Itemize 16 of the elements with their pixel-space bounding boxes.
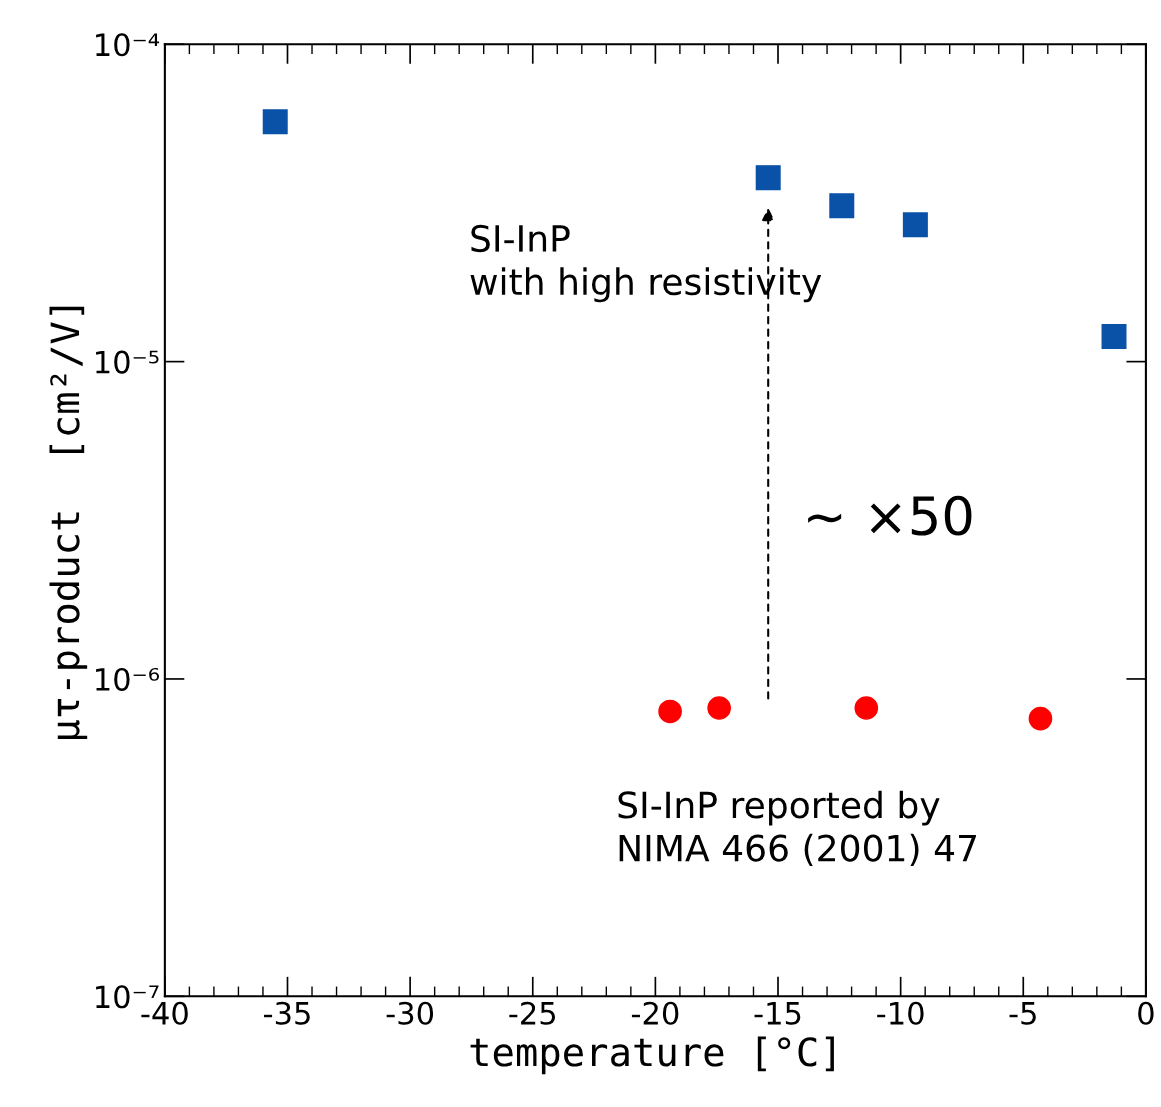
annotation: ~ ×50 — [808, 495, 972, 536]
x-axis-title: temperature [°C] — [470, 1036, 834, 1075]
x-tick-label: -10 — [877, 1001, 924, 1025]
y-tick-label: 10⁻⁵ — [96, 350, 159, 374]
x-tick-label: -15 — [754, 1002, 801, 1025]
x-tick-label: -20 — [631, 1001, 679, 1025]
x-tick-label: -25 — [509, 1001, 556, 1025]
annotation: SI-InP reported by NIMA 466 (2001) 47 — [618, 790, 976, 867]
x-tick-label: -5 — [1009, 1002, 1036, 1025]
x-tick-label: 0 — [1138, 1001, 1154, 1025]
x-tick-label: -35 — [264, 1001, 310, 1025]
y-tick-label: 10⁻⁴ — [96, 33, 160, 57]
y-tick-label: 10⁻⁶ — [96, 667, 160, 691]
y-axis-title: μτ-product [cm²/V] — [49, 306, 88, 740]
annotation: SI-InP with high resistivity — [470, 224, 822, 303]
x-tick-label: -30 — [386, 1001, 434, 1025]
